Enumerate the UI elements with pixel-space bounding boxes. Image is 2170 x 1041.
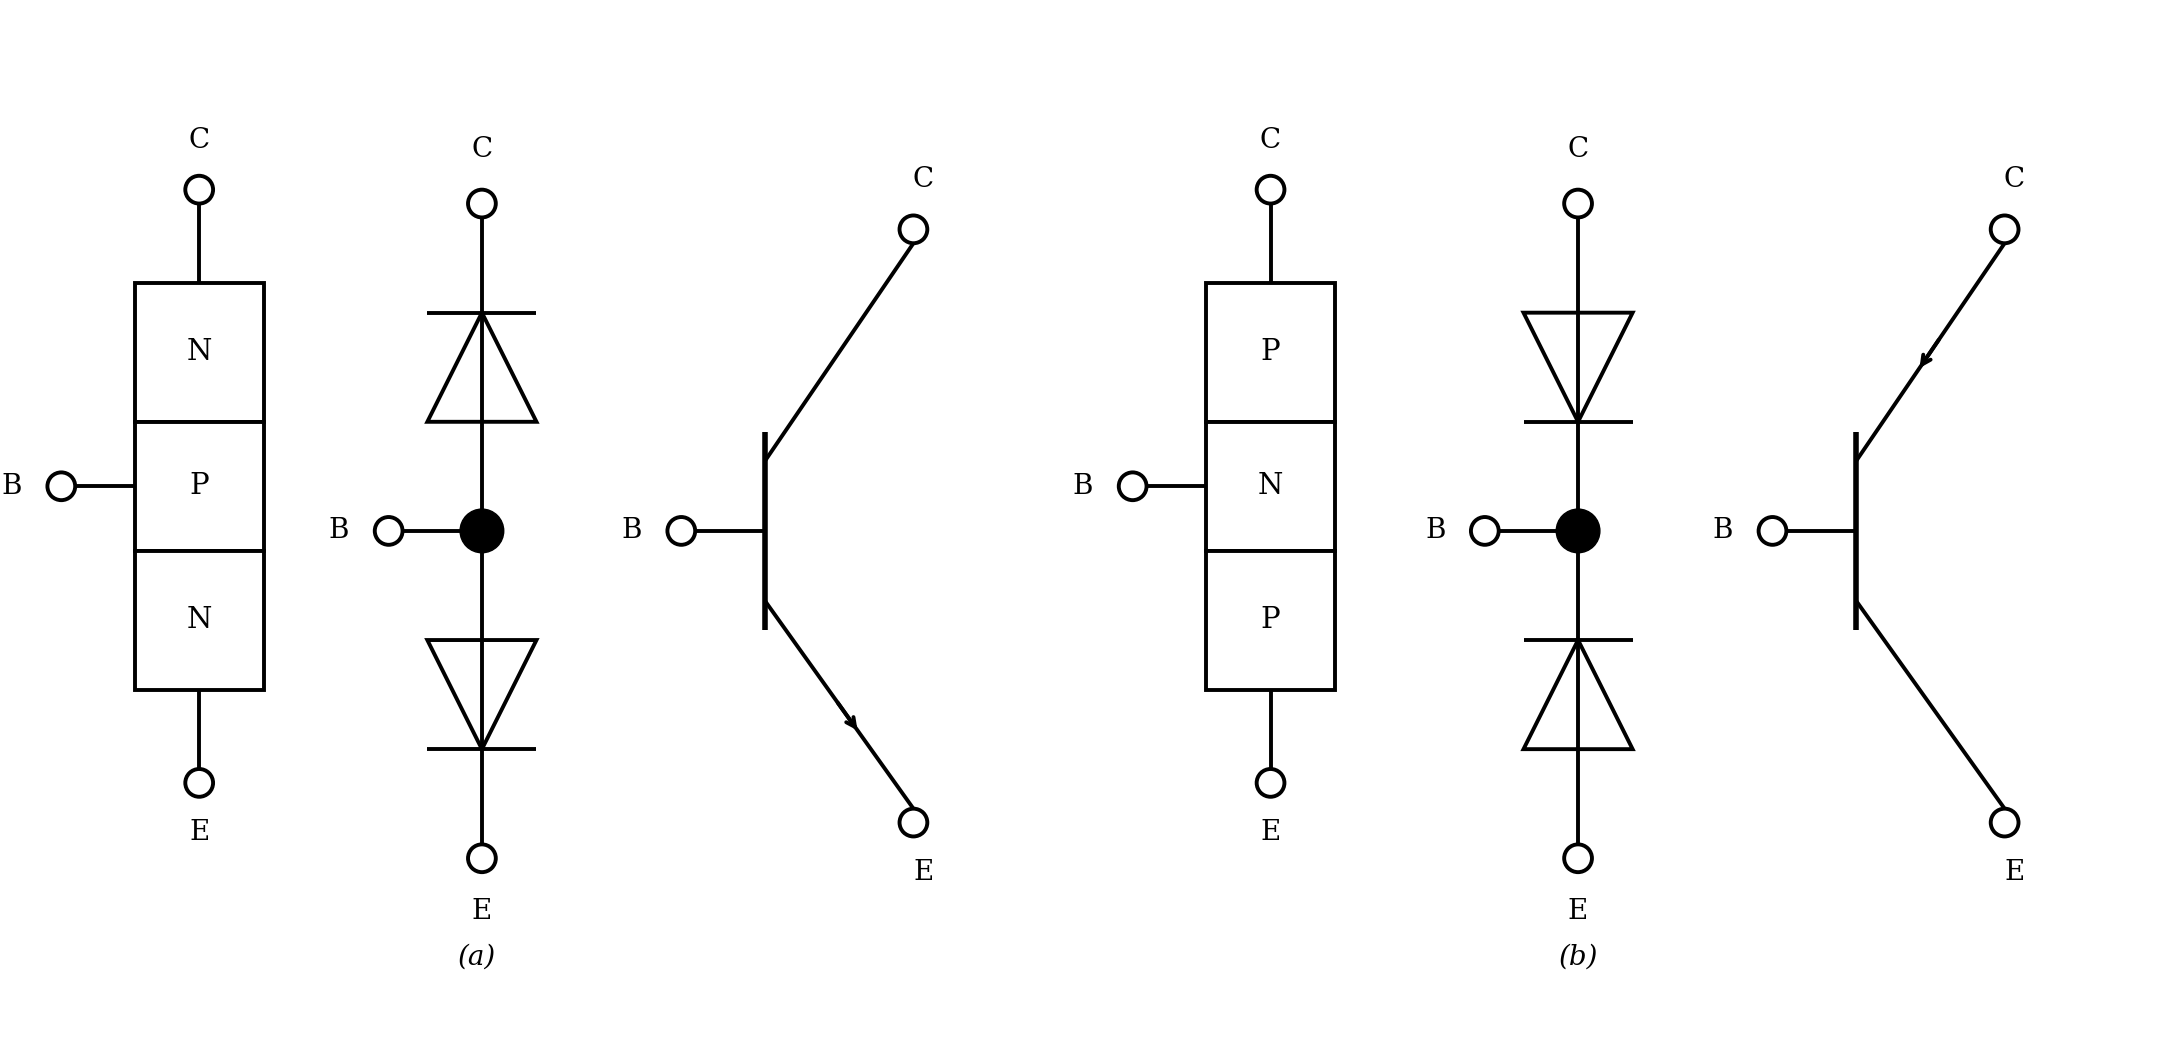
Text: C: C xyxy=(471,136,493,163)
Text: E: E xyxy=(189,819,208,846)
Bar xyxy=(135,551,265,689)
Text: E: E xyxy=(2005,859,2025,886)
Bar xyxy=(1207,283,1335,422)
Text: N: N xyxy=(187,338,213,366)
Text: B: B xyxy=(330,517,349,544)
Text: N: N xyxy=(1259,473,1282,501)
Text: C: C xyxy=(2003,167,2025,194)
Bar xyxy=(135,283,265,422)
Text: C: C xyxy=(189,127,210,154)
Text: P: P xyxy=(1261,606,1280,634)
Text: C: C xyxy=(1567,136,1588,163)
Text: C: C xyxy=(914,167,933,194)
Circle shape xyxy=(460,509,503,553)
Text: (a): (a) xyxy=(458,944,497,971)
Text: B: B xyxy=(621,517,642,544)
Text: N: N xyxy=(187,606,213,634)
Text: E: E xyxy=(471,898,493,925)
Text: P: P xyxy=(1261,338,1280,366)
Circle shape xyxy=(1556,509,1599,553)
Text: (b): (b) xyxy=(1558,944,1597,971)
Text: B: B xyxy=(1426,517,1445,544)
Text: E: E xyxy=(914,859,933,886)
Text: P: P xyxy=(189,473,208,501)
Text: C: C xyxy=(1261,127,1280,154)
Bar xyxy=(1207,551,1335,689)
Text: B: B xyxy=(2,473,22,500)
Bar xyxy=(135,422,265,551)
Text: B: B xyxy=(1072,473,1094,500)
Text: E: E xyxy=(1261,819,1280,846)
Text: B: B xyxy=(1712,517,1734,544)
Text: E: E xyxy=(1569,898,1588,925)
Bar xyxy=(1207,422,1335,551)
